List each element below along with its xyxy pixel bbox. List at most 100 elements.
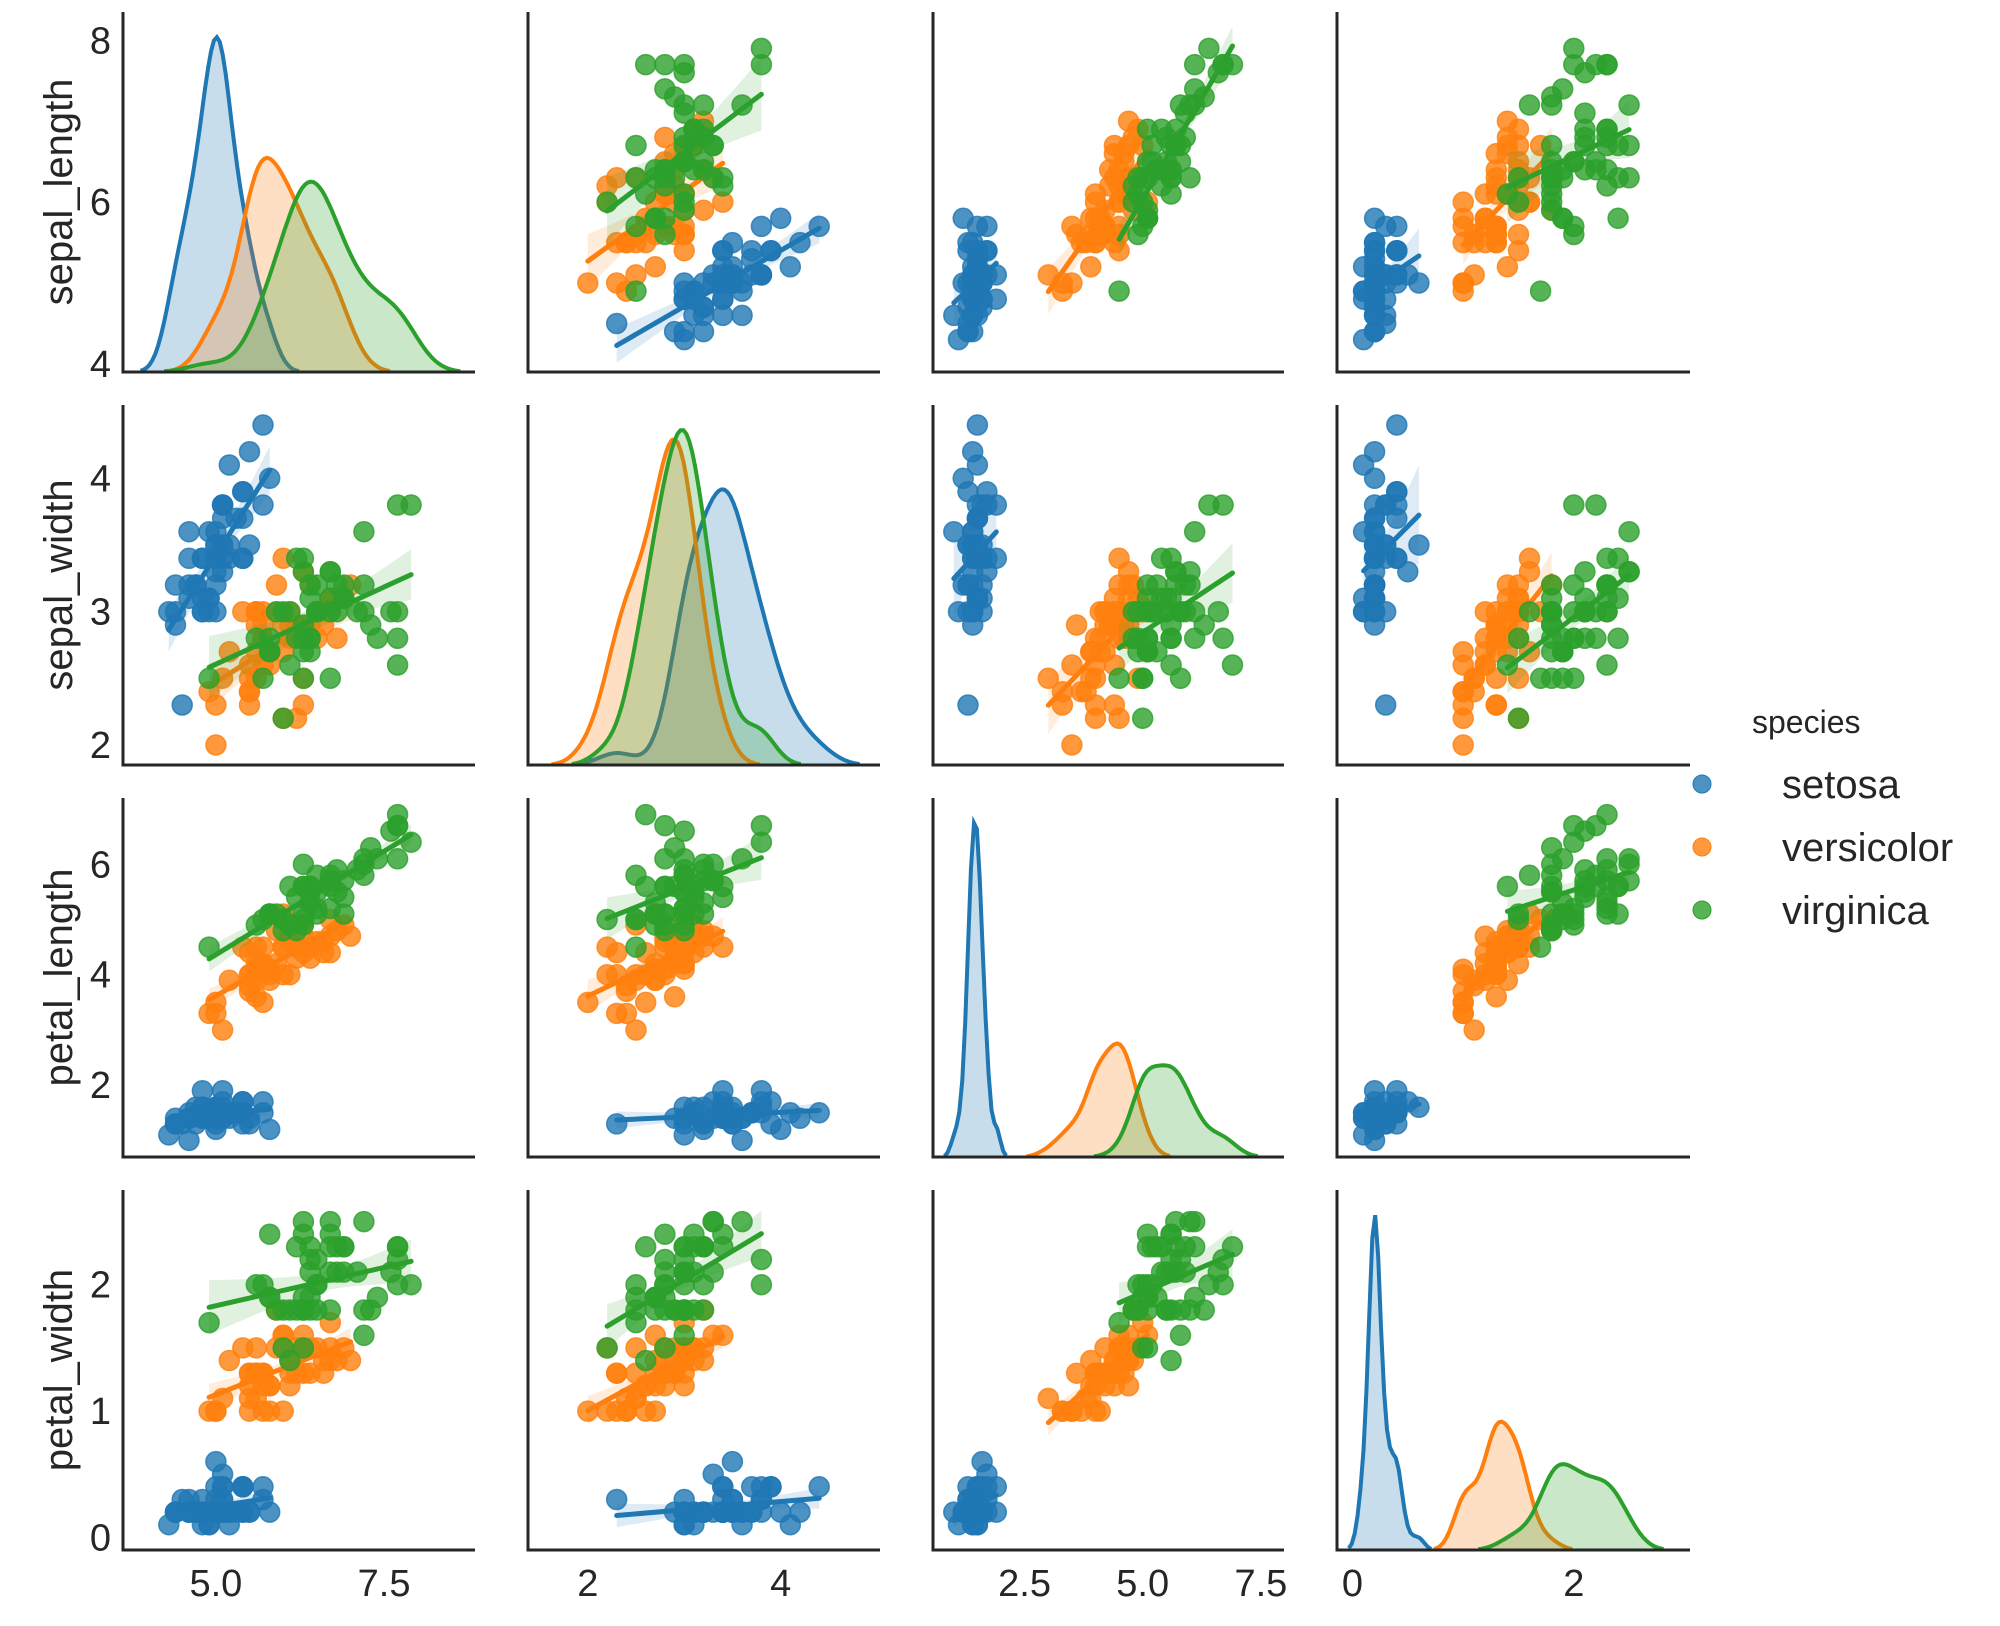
point-setosa	[605, 312, 628, 335]
point-setosa	[1386, 1079, 1408, 1102]
regression-line-virginica	[604, 91, 764, 214]
point-versicolor	[1485, 986, 1508, 1008]
point-setosa	[721, 1450, 744, 1473]
panel-petal_length-vs-sepal_width	[526, 798, 880, 1159]
point-setosa	[673, 320, 695, 343]
plot-area	[1352, 37, 1640, 351]
point-virginica	[306, 897, 328, 920]
point-virginica	[353, 600, 375, 623]
point-setosa	[605, 1113, 628, 1135]
panel-sepal_width-vs-petal_width	[1335, 405, 1690, 767]
point-virginica	[386, 654, 409, 676]
kde-fill-virginica	[1478, 1464, 1664, 1550]
point-setosa	[750, 215, 773, 238]
point-virginica	[1160, 1349, 1182, 1372]
point-versicolor	[605, 272, 628, 294]
point-versicolor	[577, 272, 599, 294]
regression-line-versicolor	[585, 928, 726, 999]
plot-area	[158, 1210, 422, 1536]
point-virginica	[625, 280, 647, 302]
y-axis-label-petal_length: petal_length	[37, 869, 81, 1087]
y-tick-label: 3	[90, 592, 111, 634]
kde-line-versicolor	[1026, 1041, 1171, 1157]
point-virginica	[1518, 864, 1541, 887]
point-virginica	[400, 494, 422, 516]
point-virginica	[625, 908, 647, 931]
point-versicolor	[1117, 134, 1140, 157]
point-versicolor	[1496, 256, 1519, 278]
point-versicolor	[232, 1337, 254, 1359]
point-virginica	[292, 667, 315, 690]
legend-marker-setosa	[1692, 774, 1712, 794]
point-versicolor	[663, 986, 686, 1008]
point-versicolor	[1070, 1400, 1093, 1422]
point-virginica	[1618, 520, 1640, 543]
point-versicolor	[615, 980, 638, 1003]
kde-line-setosa	[574, 487, 860, 765]
point-virginica	[1529, 936, 1552, 958]
kde-line-virginica	[1477, 1462, 1664, 1550]
point-versicolor	[625, 1019, 647, 1041]
plot-area	[551, 428, 860, 765]
legend-label-versicolor: versicolor	[1782, 826, 1953, 870]
point-virginica	[654, 1337, 676, 1359]
panel-petal_width-vs-sepal_width: 2 4 sepal_width	[526, 1190, 880, 1626]
point-setosa	[238, 440, 261, 463]
point-virginica	[1108, 667, 1130, 690]
point-setosa	[1408, 534, 1430, 556]
point-setosa	[1386, 414, 1408, 436]
point-virginica	[1136, 1299, 1159, 1321]
point-virginica	[1207, 600, 1230, 623]
plot-area	[1352, 414, 1640, 756]
point-versicolor	[1061, 654, 1083, 676]
point-virginica	[1108, 280, 1130, 302]
point-virginica	[292, 627, 315, 650]
regression-line-setosa	[951, 260, 999, 306]
y-axis-label-sepal_width: sepal_width	[37, 479, 81, 690]
point-versicolor	[605, 1002, 628, 1025]
point-versicolor	[577, 991, 599, 1014]
point-versicolor	[211, 1019, 234, 1041]
point-virginica	[1551, 78, 1574, 100]
point-setosa	[1374, 534, 1397, 556]
kde-line-versicolor	[551, 436, 761, 765]
point-versicolor	[634, 991, 657, 1014]
regression-line-virginica	[1504, 869, 1632, 914]
point-setosa	[1374, 215, 1397, 238]
regression-line-setosa	[166, 467, 273, 633]
legend-entry-versicolor: versicolor	[1692, 826, 1953, 870]
point-virginica	[673, 53, 695, 76]
kde-fill-versicolor	[1026, 1043, 1170, 1157]
point-setosa	[957, 694, 979, 716]
point-versicolor	[1113, 1349, 1135, 1372]
y-tick-label: 2	[90, 725, 111, 767]
point-virginica	[654, 53, 676, 76]
point-virginica	[1165, 560, 1187, 583]
point-versicolor	[1037, 1387, 1060, 1410]
point-setosa	[779, 256, 802, 278]
x-tick-label: 5.0	[1116, 1563, 1169, 1605]
point-virginica	[353, 1299, 375, 1321]
plot-area	[1352, 803, 1640, 1152]
point-virginica	[644, 903, 667, 925]
point-setosa	[966, 414, 989, 436]
point-setosa	[252, 414, 274, 436]
point-virginica	[1183, 600, 1206, 623]
point-versicolor	[1070, 680, 1093, 703]
point-virginica	[386, 814, 409, 837]
point-versicolor	[1485, 694, 1508, 716]
point-virginica	[673, 94, 695, 116]
point-virginica	[702, 134, 724, 157]
regression-line-versicolor	[1460, 908, 1555, 997]
legend-marker-versicolor	[1692, 837, 1712, 857]
point-virginica	[1618, 94, 1640, 116]
point-setosa	[1363, 304, 1386, 327]
point-versicolor	[1452, 1002, 1474, 1025]
point-versicolor	[1452, 694, 1474, 716]
point-setosa	[1363, 247, 1386, 270]
regression-line-setosa	[166, 1495, 273, 1517]
point-virginica	[1607, 207, 1629, 230]
kde-fill-virginica	[164, 181, 461, 372]
point-virginica	[673, 820, 695, 842]
